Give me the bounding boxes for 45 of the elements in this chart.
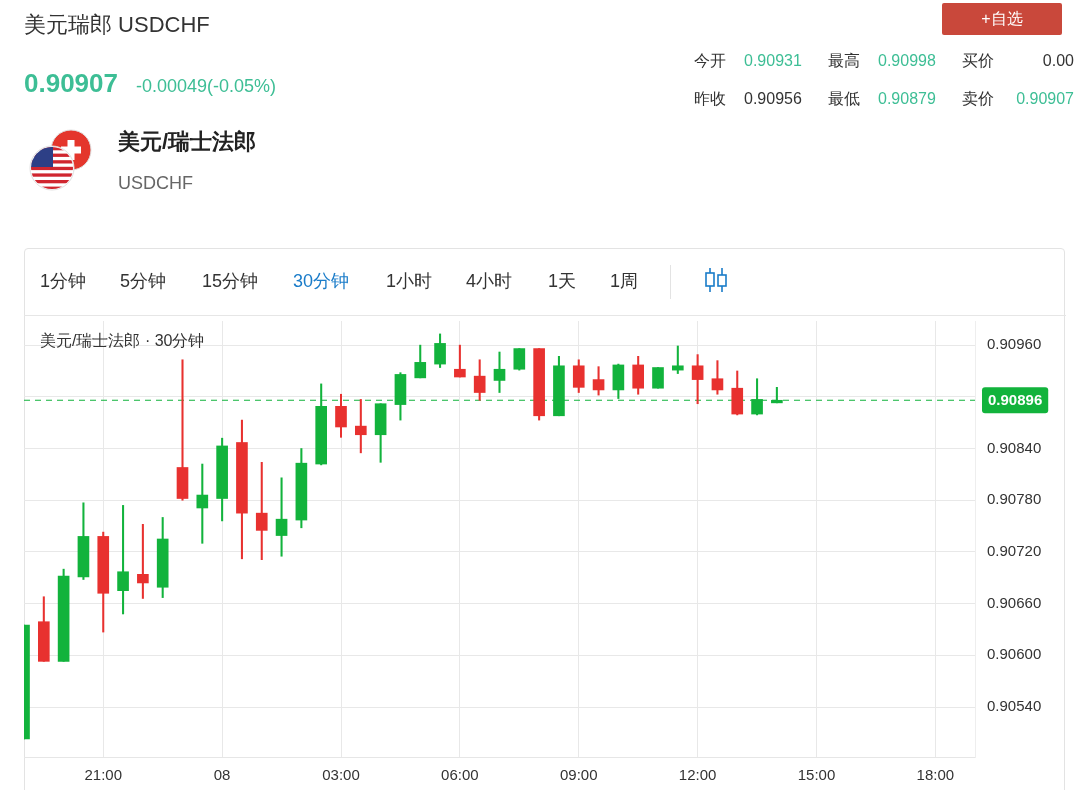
text: 0.90907: [1016, 89, 1074, 109]
y-tick-label: 0.90840: [987, 438, 1042, 456]
text: 今开: [694, 51, 726, 71]
text: -0.00049(-0.05%): [136, 75, 277, 98]
text: 0.90998: [878, 51, 936, 71]
x-tick-label: 21:00: [84, 766, 123, 784]
text: 30分钟: [293, 270, 350, 293]
candlestick: [493, 351, 506, 393]
y-tick-label: 0.90600: [987, 645, 1042, 663]
text: 1分钟: [40, 270, 87, 293]
y-tick-label: 0.90660: [987, 593, 1042, 611]
text: 1周: [610, 270, 639, 293]
text: 卖价: [962, 89, 994, 109]
x-tick-label: 15:00: [797, 766, 836, 784]
chart-title: 美元瑞郎 USDCHF: [24, 12, 210, 38]
text: 0.00: [1042, 51, 1074, 71]
ref-line-label: 0.90896: [988, 391, 1043, 409]
text: 0.90931: [744, 51, 802, 71]
text: 5分钟: [120, 270, 167, 293]
candlestick: [176, 359, 189, 501]
y-tick-label: 0.90780: [987, 490, 1042, 508]
add-button: +自选: [942, 3, 1062, 35]
text: 最低: [828, 89, 860, 109]
x-tick-label: 03:00: [322, 766, 360, 784]
text: 1天: [548, 270, 577, 293]
y-tick-label: 0.90540: [987, 697, 1042, 715]
text: 15分钟: [202, 270, 259, 293]
text: USDCHF: [118, 172, 193, 195]
text: 美元/瑞士法郎: [118, 128, 257, 155]
x-tick-label: 18:00: [916, 766, 955, 784]
text: 买价: [962, 51, 994, 71]
text: 最高: [828, 51, 860, 71]
text: 昨收: [694, 89, 726, 109]
text: 0.90956: [744, 89, 802, 109]
x-tick-label: 12:00: [678, 766, 717, 784]
text: 4小时: [466, 270, 513, 293]
annotation: 美元/瑞士法郎 · 30分钟: [40, 331, 205, 351]
y-tick-label: 0.90960: [987, 335, 1042, 353]
text: 0.90879: [878, 89, 936, 109]
y-tick-label: 0.90720: [987, 542, 1042, 560]
text: 0.90907: [24, 68, 118, 100]
x-tick-label: 08: [213, 766, 231, 784]
x-tick-label: 06:00: [441, 766, 479, 784]
text: 1小时: [386, 270, 433, 293]
x-tick-label: 09:00: [559, 766, 598, 784]
